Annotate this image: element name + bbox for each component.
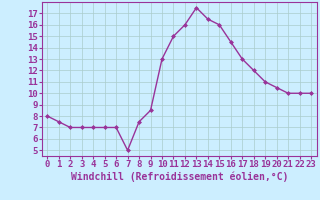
X-axis label: Windchill (Refroidissement éolien,°C): Windchill (Refroidissement éolien,°C) <box>70 172 288 182</box>
